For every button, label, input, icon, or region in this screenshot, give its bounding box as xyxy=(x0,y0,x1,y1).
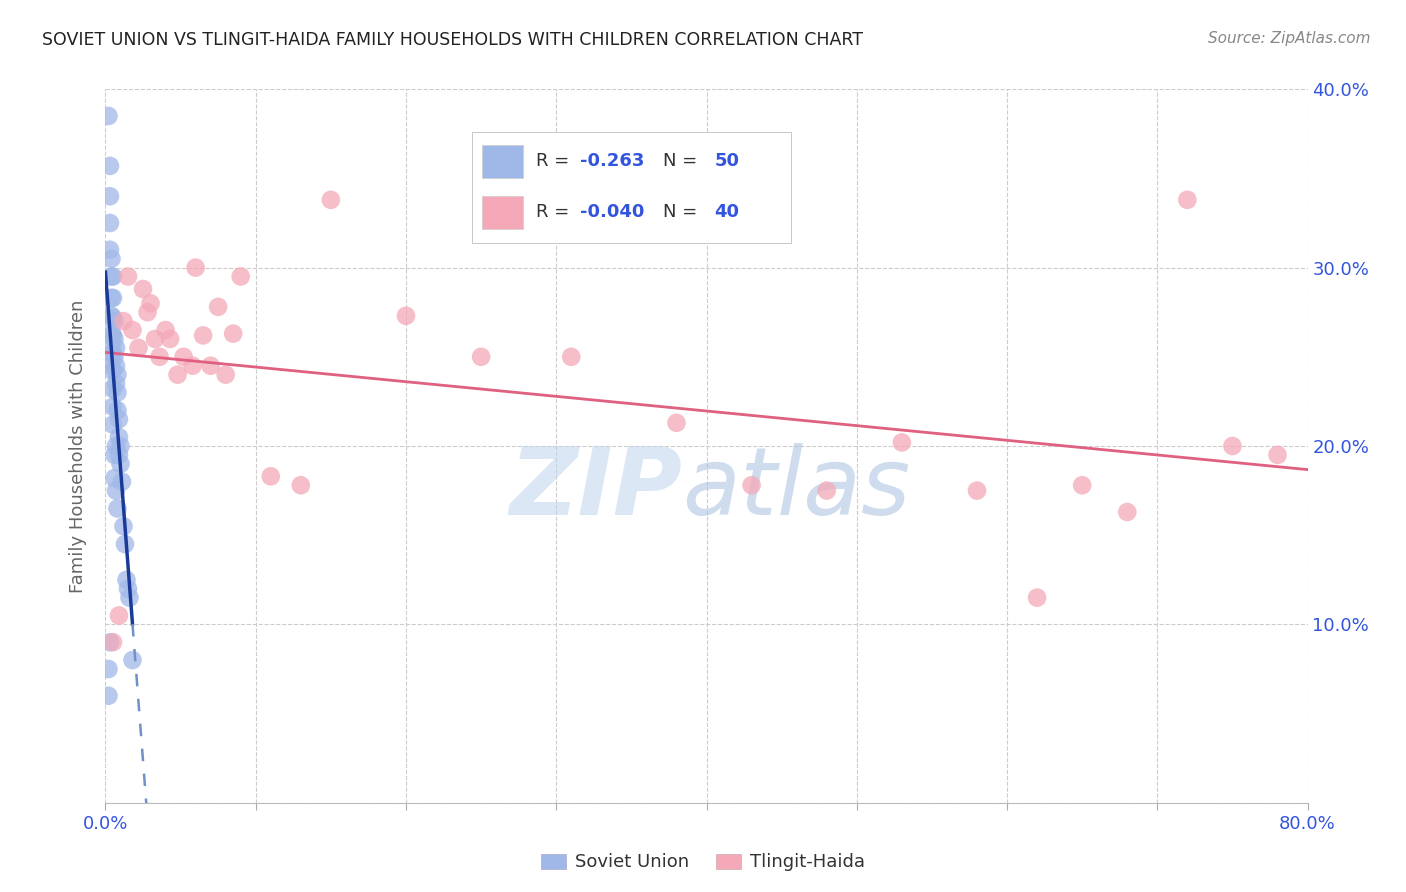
Point xyxy=(98,243,121,257)
Point xyxy=(110,457,132,471)
Point xyxy=(114,537,136,551)
Point xyxy=(966,483,988,498)
Point xyxy=(815,483,838,498)
Point xyxy=(112,519,135,533)
Point xyxy=(222,326,245,341)
Point xyxy=(104,376,127,391)
Point xyxy=(100,309,122,323)
Point xyxy=(121,323,143,337)
Point xyxy=(110,439,132,453)
Point xyxy=(155,323,177,337)
Point xyxy=(104,483,127,498)
Point xyxy=(103,314,125,328)
Point xyxy=(104,341,127,355)
Point xyxy=(100,359,122,373)
Point xyxy=(1222,439,1244,453)
Point xyxy=(1071,478,1094,492)
Point xyxy=(107,403,129,417)
Point xyxy=(97,662,120,676)
Point xyxy=(97,109,120,123)
Point xyxy=(741,478,763,492)
Point xyxy=(108,448,131,462)
Text: SOVIET UNION VS TLINGIT-HAIDA FAMILY HOUSEHOLDS WITH CHILDREN CORRELATION CHART: SOVIET UNION VS TLINGIT-HAIDA FAMILY HOU… xyxy=(42,31,863,49)
Point xyxy=(104,359,127,373)
Point xyxy=(1175,193,1198,207)
Point xyxy=(100,291,122,305)
Point xyxy=(128,341,150,355)
Point xyxy=(207,300,229,314)
Point xyxy=(98,216,121,230)
Point xyxy=(112,314,135,328)
Point xyxy=(470,350,492,364)
Point xyxy=(101,364,124,378)
Text: Source: ZipAtlas.com: Source: ZipAtlas.com xyxy=(1208,31,1371,46)
Point xyxy=(98,159,121,173)
Point xyxy=(100,326,122,341)
Point xyxy=(560,350,582,364)
Point xyxy=(121,653,143,667)
Point xyxy=(260,469,283,483)
Point xyxy=(166,368,188,382)
Legend: Soviet Union, Tlingit-Haida: Soviet Union, Tlingit-Haida xyxy=(533,847,873,879)
Point xyxy=(101,382,124,396)
Point xyxy=(395,309,418,323)
Point xyxy=(108,430,131,444)
Point xyxy=(890,435,912,450)
Point xyxy=(117,582,139,596)
Point xyxy=(173,350,195,364)
Point xyxy=(148,350,170,364)
Point xyxy=(229,269,252,284)
Point xyxy=(290,478,312,492)
Point xyxy=(107,501,129,516)
Point xyxy=(104,439,127,453)
Point xyxy=(117,269,139,284)
Point xyxy=(101,328,124,343)
Point xyxy=(97,689,120,703)
Point xyxy=(98,635,121,649)
Point xyxy=(139,296,162,310)
Point xyxy=(181,359,204,373)
Point xyxy=(1026,591,1049,605)
Point xyxy=(108,412,131,426)
Point xyxy=(101,269,124,284)
Point xyxy=(1267,448,1289,462)
Point xyxy=(107,368,129,382)
Point xyxy=(319,193,342,207)
Point xyxy=(101,417,124,432)
Point xyxy=(665,416,688,430)
Point xyxy=(111,475,134,489)
Point xyxy=(101,635,124,649)
Point xyxy=(143,332,166,346)
Point xyxy=(1116,505,1139,519)
Point xyxy=(101,400,124,414)
Point xyxy=(191,328,214,343)
Point xyxy=(118,591,141,605)
Y-axis label: Family Households with Children: Family Households with Children xyxy=(69,300,87,592)
Point xyxy=(103,448,125,462)
Point xyxy=(100,252,122,266)
Point xyxy=(101,310,124,325)
Point xyxy=(98,189,121,203)
Point xyxy=(101,346,124,360)
Point xyxy=(136,305,159,319)
Point xyxy=(132,282,155,296)
Point xyxy=(200,359,222,373)
Text: ZIP: ZIP xyxy=(509,442,682,535)
Point xyxy=(101,291,124,305)
Point xyxy=(159,332,181,346)
Point xyxy=(100,341,122,355)
Point xyxy=(184,260,207,275)
Point xyxy=(108,608,131,623)
Point xyxy=(103,350,125,364)
Point xyxy=(100,269,122,284)
Text: atlas: atlas xyxy=(682,443,911,534)
Point xyxy=(103,471,125,485)
Point xyxy=(115,573,138,587)
Point xyxy=(103,332,125,346)
Point xyxy=(214,368,236,382)
Point xyxy=(107,385,129,400)
